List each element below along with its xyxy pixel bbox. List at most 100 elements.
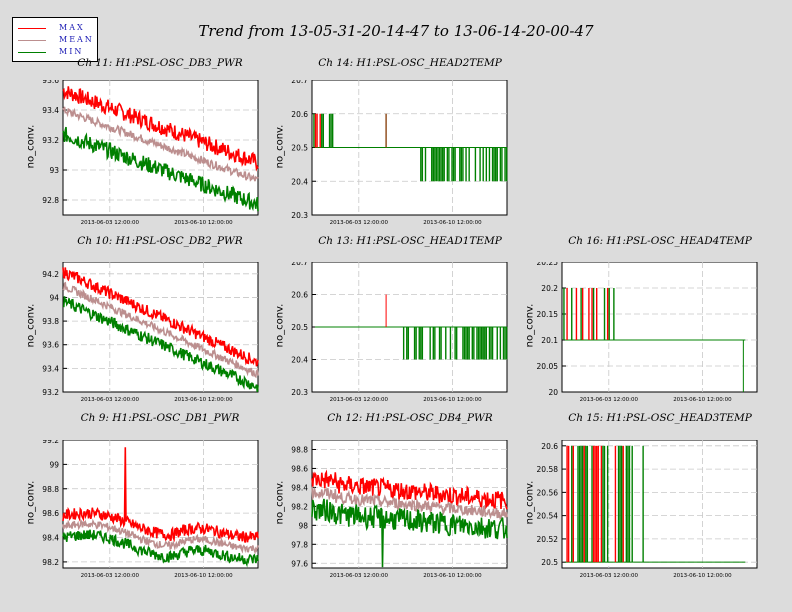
y-tick-label: 20.1 — [541, 336, 558, 345]
x-tick-label: 2013-06-03 12:00:00 — [81, 573, 140, 579]
panel-title: Ch 9: H1:PSL-OSC_DB1_PWR — [80, 412, 240, 424]
x-tick-label: 2013-06-10 12:00:00 — [423, 573, 482, 579]
y-tick-label: 93.4 — [42, 106, 59, 115]
y-tick-label: 93.8 — [42, 317, 59, 326]
y-tick-label: 20.3 — [291, 211, 308, 220]
plot-ch9: 99.2 99 98.8 98.6 98.4 98.2 2013-06-03 12:00:0… — [42, 440, 259, 579]
y-tick-label: 93.4 — [42, 364, 59, 373]
x-tick-label: 2013-06-10 12:00:00 — [174, 573, 233, 579]
y-tick-label: 98.6 — [291, 464, 308, 473]
y-tick-label: 99 — [49, 460, 59, 469]
x-tick-label: 2013-06-10 12:00:00 — [174, 220, 233, 226]
series-max — [311, 469, 508, 510]
y-tick-label: 20.5 — [291, 144, 308, 153]
y-tick-label: 20.4 — [291, 177, 308, 186]
y-tick-label: 97.8 — [291, 540, 308, 549]
x-tick-label: 2013-06-10 12:00:00 — [423, 220, 482, 226]
y-tick-label: 20.54 — [537, 512, 559, 521]
y-tick-label: 98.2 — [42, 558, 59, 567]
plot-ch16: 20.25 20.2 20.15 20.1 20.05 20 2013-06-03 12:0… — [537, 262, 758, 403]
panel-title: Ch 11: H1:PSL-OSC_DB3_PWR — [77, 57, 243, 69]
y-tick-label: 20.52 — [537, 535, 559, 544]
y-tick-label: 99.2 — [42, 440, 59, 445]
y-tick-label: 98.4 — [291, 483, 308, 492]
legend-swatch-min — [18, 52, 46, 53]
series-min — [62, 296, 259, 392]
y-tick-label: 97.6 — [291, 559, 308, 568]
y-tick-label: 94.2 — [42, 270, 59, 279]
y-tick-label: 20.2 — [541, 284, 558, 293]
panel-title: Ch 13: H1:PSL-OSC_HEAD1TEMP — [318, 235, 502, 247]
y-tick-label: 20.5 — [291, 323, 308, 332]
y-tick-label: 20.4 — [291, 356, 308, 365]
plot-ch15: 20.6 20.58 20.56 20.54 20.52 20.5 2013-06-03 1… — [537, 440, 758, 579]
series-mean — [62, 281, 259, 379]
y-tick-label: 98.6 — [42, 509, 59, 518]
x-tick-label: 2013-06-03 12:00:00 — [330, 220, 389, 226]
series-mean — [62, 106, 259, 182]
y-tick-label: 20.6 — [291, 291, 308, 300]
y-tick-label: 98.8 — [42, 485, 59, 494]
x-tick-label: 2013-06-03 12:00:00 — [330, 397, 389, 403]
y-tick-label: 98.4 — [42, 534, 59, 543]
legend-swatch-mean — [18, 40, 46, 41]
legend-label-max: MAX — [59, 23, 85, 32]
y-tick-label: 20.56 — [537, 488, 559, 497]
x-tick-label: 2013-06-03 12:00:00 — [580, 573, 639, 579]
series-max — [62, 86, 259, 172]
y-tick-label: 98.2 — [291, 502, 308, 511]
y-tick-label: 92.8 — [42, 196, 59, 205]
series-mean — [62, 518, 259, 555]
legend-label-min: MIN — [59, 47, 84, 56]
legend: MAX MEAN MIN — [12, 17, 98, 62]
series-min — [62, 126, 259, 212]
y-tick-label: 20.6 — [291, 110, 308, 119]
legend-item-min: MIN — [13, 46, 97, 58]
series-min — [311, 498, 508, 568]
y-tick-label: 20.25 — [537, 262, 559, 267]
plot-ch14: 20.7 20.6 20.5 20.4 20.3 2013-06-03 12:00:00 2… — [291, 80, 508, 226]
y-tick-label: 98 — [298, 521, 308, 530]
x-tick-label: 2013-06-10 12:00:00 — [673, 573, 732, 579]
y-tick-label: 94 — [49, 293, 59, 302]
y-tick-label: 20 — [548, 388, 558, 397]
panel-title: Ch 14: H1:PSL-OSC_HEAD2TEMP — [318, 57, 502, 69]
plot-ch11: 93.6 93.4 93.2 93 92.8 2013-06-03 12:00:00 201… — [42, 80, 259, 226]
legend-swatch-max — [18, 28, 46, 29]
y-tick-label: 93.2 — [42, 136, 59, 145]
plot-ch10: 94.2 94 93.8 93.6 93.4 93.2 2013-06-03 12:00:0… — [42, 262, 259, 403]
legend-label-mean: MEAN — [59, 35, 94, 44]
series-min — [62, 529, 259, 568]
x-tick-label: 2013-06-10 12:00:00 — [174, 397, 233, 403]
x-tick-label: 2013-06-03 12:00:00 — [81, 397, 140, 403]
series-max — [62, 447, 259, 543]
x-tick-label: 2013-06-10 12:00:00 — [423, 397, 482, 403]
legend-item-mean: MEAN — [13, 34, 97, 46]
y-tick-label: 20.5 — [541, 558, 558, 567]
x-tick-label: 2013-06-03 12:00:00 — [580, 397, 639, 403]
plot-ch13: 20.7 20.6 20.5 20.4 20.3 2013-06-03 12:00:00 2… — [291, 262, 508, 403]
chart-title: Trend from 13-05-31-20-14-47 to 13-06-14… — [198, 22, 594, 40]
y-tick-label: 93.6 — [42, 80, 59, 85]
y-tick-label: 20.6 — [541, 442, 558, 451]
panel-title: Ch 16: H1:PSL-OSC_HEAD4TEMP — [568, 235, 752, 247]
panel-title: Ch 12: H1:PSL-OSC_DB4_PWR — [327, 412, 493, 424]
y-tick-label: 93.2 — [42, 388, 59, 397]
y-tick-label: 20.58 — [537, 465, 559, 474]
y-tick-label: 20.05 — [537, 362, 559, 371]
plot-ch12: 98.8 98.6 98.4 98.2 98 97.8 97.6 2013-06-03 12:… — [291, 440, 508, 579]
y-tick-label: 93.6 — [42, 341, 59, 350]
x-tick-label: 2013-06-10 12:00:00 — [673, 397, 732, 403]
y-tick-label: 98.8 — [291, 445, 308, 454]
series-mean — [311, 486, 508, 520]
y-tick-label: 20.7 — [291, 80, 308, 85]
y-tick-label: 20.3 — [291, 388, 308, 397]
series-max — [62, 267, 259, 367]
panel-title: Ch 10: H1:PSL-OSC_DB2_PWR — [77, 235, 243, 247]
y-tick-label: 20.7 — [291, 262, 308, 267]
panel-title: Ch 15: H1:PSL-OSC_HEAD3TEMP — [568, 412, 752, 424]
x-tick-label: 2013-06-03 12:00:00 — [81, 220, 140, 226]
y-tick-label: 93 — [49, 166, 59, 175]
y-tick-label: 20.15 — [537, 310, 559, 319]
legend-item-max: MAX — [13, 22, 97, 34]
